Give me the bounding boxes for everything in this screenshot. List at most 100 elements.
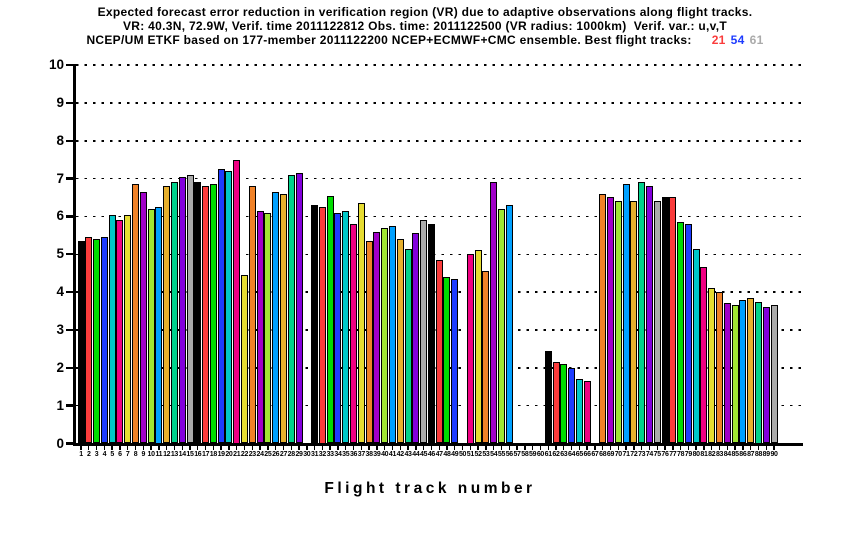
x-tick-5 (111, 445, 113, 450)
bar-track-85 (731, 305, 739, 444)
x-tick-57 (516, 445, 518, 450)
x-tick-label-64: 64 (567, 451, 576, 458)
y-tick-4 (66, 290, 73, 294)
x-tick-label-59: 59 (529, 451, 537, 458)
x-tick-label-12: 12 (163, 451, 171, 458)
bar-track-42 (396, 239, 404, 444)
x-tick-label-27: 27 (279, 451, 288, 458)
y-tick-label-0: 0 (56, 435, 64, 451)
bar-track-6 (116, 220, 124, 444)
x-tick-23 (251, 445, 253, 450)
bar-track-82 (708, 288, 716, 444)
x-tick-66 (586, 445, 588, 450)
x-tick-1 (80, 445, 82, 450)
x-tick-label-63: 63 (560, 451, 568, 458)
bar-track-44 (412, 233, 420, 444)
y-tick-9 (66, 101, 73, 105)
bar-track-22 (241, 275, 249, 444)
y-tick-0 (66, 442, 73, 445)
x-tick-28 (290, 445, 292, 450)
x-tick-31 (313, 445, 316, 450)
bar-track-13 (170, 182, 178, 444)
bar-track-72 (630, 201, 638, 444)
x-tick-label-33: 33 (326, 451, 334, 458)
x-tick-8 (134, 445, 137, 450)
x-tick-label-65: 65 (575, 451, 583, 458)
gridline-5 (76, 253, 803, 256)
x-tick-81 (703, 445, 705, 450)
x-tick-70 (617, 445, 619, 450)
x-tick-label-35: 35 (342, 451, 350, 458)
bar-track-69 (607, 197, 615, 444)
x-tick-label-31: 31 (311, 451, 319, 458)
x-tick-33 (329, 445, 331, 450)
bar-track-32 (318, 206, 326, 444)
x-tick-62 (555, 445, 557, 450)
x-tick-label-28: 28 (287, 451, 295, 458)
bar-track-28 (287, 174, 295, 444)
x-tick-label-16: 16 (194, 451, 202, 458)
x-tick-label-75: 75 (653, 451, 661, 458)
x-tick-label-87: 87 (747, 451, 755, 458)
x-tick-label-29: 29 (295, 451, 303, 458)
x-tick-36 (352, 445, 355, 450)
x-tick-label-52: 52 (474, 451, 482, 458)
x-tick-label-46: 46 (427, 451, 435, 458)
x-tick-9 (142, 445, 144, 450)
x-tick-3 (95, 445, 98, 450)
x-tick-label-7: 7 (125, 451, 130, 458)
x-tick-label-72: 72 (630, 451, 638, 458)
x-tick-label-84: 84 (723, 451, 731, 458)
x-tick-14 (181, 445, 183, 450)
x-tick-45 (422, 445, 425, 450)
x-tick-label-18: 18 (209, 451, 217, 458)
x-tick-87 (749, 445, 752, 450)
x-tick-label-82: 82 (708, 451, 716, 458)
y-axis-line (73, 63, 76, 446)
bar-track-66 (583, 381, 591, 444)
bar-track-36 (350, 223, 358, 444)
x-tick-label-51: 51 (466, 451, 474, 458)
x-tick-label-19: 19 (217, 451, 225, 458)
bar-track-73 (638, 182, 646, 444)
x-tick-10 (150, 445, 152, 450)
y-tick-label-9: 9 (56, 94, 64, 110)
x-tick-label-70: 70 (614, 451, 622, 458)
x-tick-label-41: 41 (388, 451, 397, 458)
x-tick-25 (267, 445, 269, 450)
x-tick-label-21: 21 (233, 451, 241, 458)
x-tick-49 (454, 445, 456, 450)
x-tick-label-74: 74 (645, 451, 654, 458)
bar-track-19 (217, 169, 225, 444)
x-tick-40 (383, 445, 386, 450)
bar-track-35 (342, 210, 350, 444)
bar-track-10 (147, 208, 155, 444)
x-tick-label-24: 24 (256, 451, 264, 458)
bar-track-46 (427, 223, 435, 444)
bar-track-12 (163, 186, 171, 444)
y-tick-label-5: 5 (56, 246, 64, 262)
bar-track-11 (155, 206, 163, 444)
x-tick-27 (282, 445, 285, 450)
title-line-3: NCEP/UM ETKF based on 177-member 2011122… (0, 33, 850, 47)
bar-track-40 (381, 227, 389, 444)
x-tick-79 (687, 445, 690, 450)
x-tick-71 (625, 445, 627, 450)
x-tick-label-61: 61 (544, 451, 552, 458)
y-tick-label-6: 6 (56, 208, 64, 224)
bar-track-52 (474, 250, 482, 444)
x-tick-90 (773, 445, 775, 450)
x-tick-88 (757, 445, 760, 450)
x-tick-4 (103, 445, 106, 450)
x-tick-label-3: 3 (94, 451, 99, 458)
x-tick-19 (220, 445, 222, 450)
bar-track-33 (326, 195, 334, 444)
x-tick-12 (165, 445, 168, 450)
x-tick-label-88: 88 (754, 451, 763, 458)
x-tick-label-43: 43 (404, 451, 412, 458)
bar-track-31 (311, 205, 319, 444)
x-tick-label-6: 6 (118, 451, 122, 458)
x-tick-69 (609, 445, 612, 450)
